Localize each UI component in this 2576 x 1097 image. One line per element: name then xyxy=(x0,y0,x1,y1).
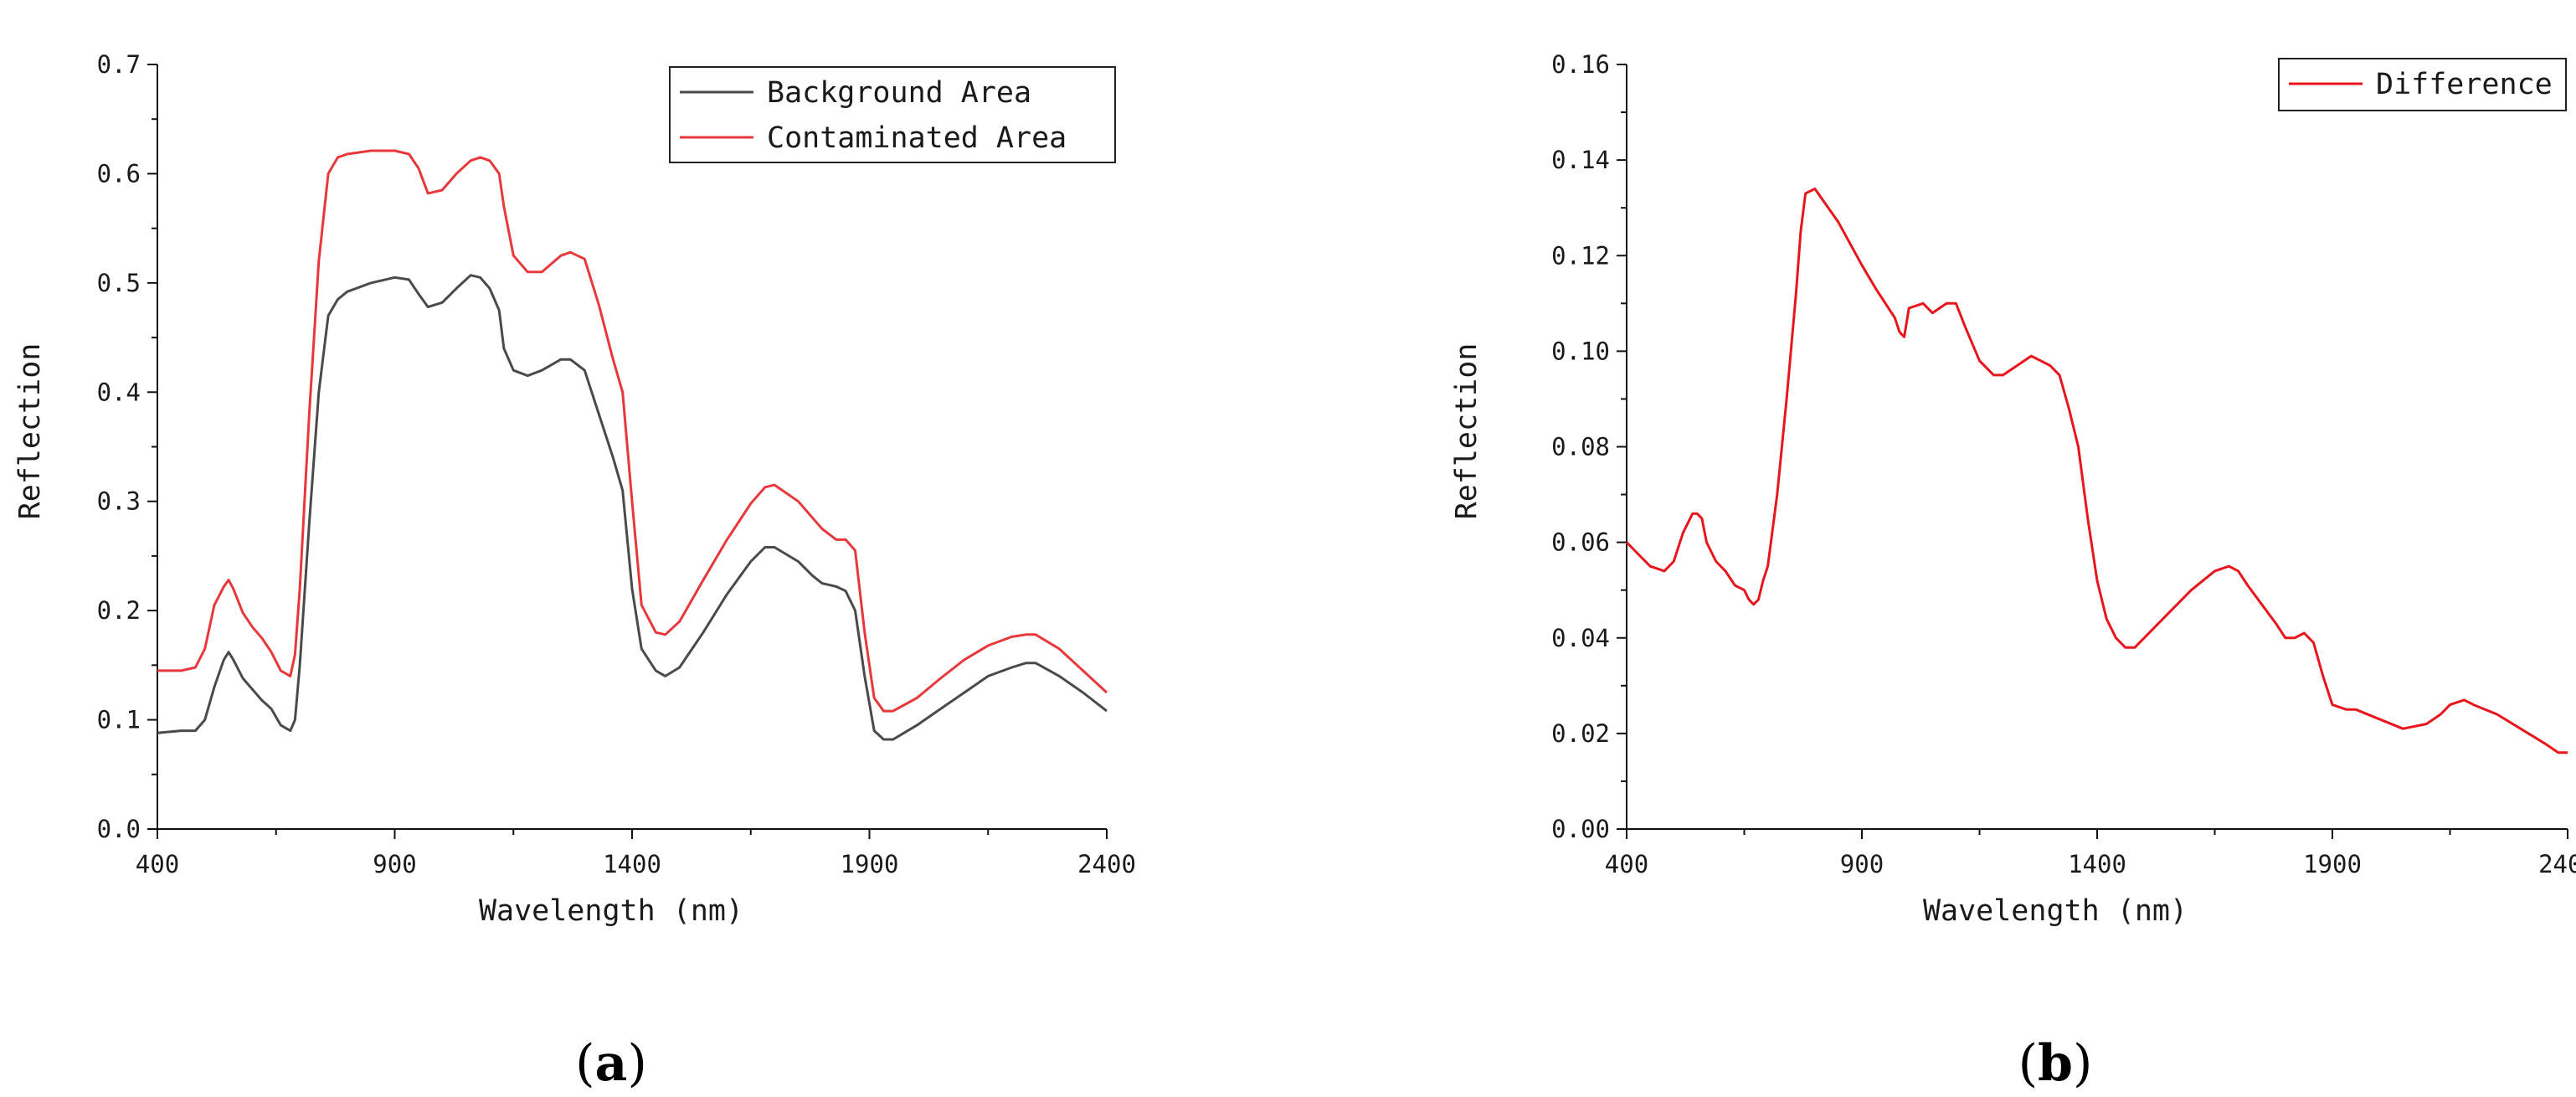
y-tick-label-a: 0.7 xyxy=(97,50,141,79)
legend-box-a xyxy=(669,66,1116,163)
legend-label-b-1: Difference xyxy=(2376,68,2553,101)
y-tick-label-b: 0.08 xyxy=(1551,433,1610,461)
x-tick-label-a: 2400 xyxy=(1077,850,1136,878)
x-axis-title-a: Wavelength (nm) xyxy=(479,894,743,928)
x-tick-label-a: 400 xyxy=(136,850,179,878)
y-tick-label-b: 0.02 xyxy=(1551,719,1610,748)
panel-label-b-letter: b xyxy=(2038,1034,2073,1093)
series-layer-a xyxy=(157,149,1108,741)
y-tick-label-b: 0.10 xyxy=(1551,337,1610,365)
y-tick-label-b: 0.00 xyxy=(1551,815,1610,843)
legend-b: Difference xyxy=(2278,58,2567,111)
x-tick-label-b: 2400 xyxy=(2538,850,2576,878)
y-tick-label-a: 0.4 xyxy=(97,378,141,406)
panel-label-b-open: ( xyxy=(2018,1034,2038,1093)
y-tick-label-a: 0.2 xyxy=(97,596,141,625)
chart-panel-b: 0.00 0.02 0.04 0.06 0.08 0.10 0.12 0.14 0.16 400 9… xyxy=(1450,50,2576,928)
x-tick-label-b: 400 xyxy=(1605,850,1648,878)
x-tick-label-a: 1400 xyxy=(603,850,661,878)
x-tick-label-b: 1900 xyxy=(2303,850,2362,878)
series-line-b-1 xyxy=(1625,187,2568,755)
axes-a: 0.0 0.1 0.2 0.3 0.4 0.5 0.6 0.7 400 900 1400 1900 24… xyxy=(97,50,1136,878)
legend-label-a-1: Background Area xyxy=(767,76,1031,110)
panel-label-a: (a) xyxy=(575,1034,647,1093)
axes-b: 0.00 0.02 0.04 0.06 0.08 0.10 0.12 0.14 0.16 400 9… xyxy=(1551,50,2576,878)
panel-label-a-letter: a xyxy=(595,1034,628,1093)
panel-label-a-open: ( xyxy=(575,1034,594,1093)
panel-label-a-close: ) xyxy=(627,1034,646,1093)
x-tick-label-a: 1900 xyxy=(841,850,899,878)
y-tick-label-a: 0.6 xyxy=(97,159,141,188)
y-tick-label-b: 0.16 xyxy=(1551,50,1610,79)
x-tick-label-b: 900 xyxy=(1840,850,1884,878)
legend-a: Background Area Contaminated Area xyxy=(669,66,1116,163)
x-axis-title-b: Wavelength (nm) xyxy=(1923,894,2188,928)
series-line-a-2 xyxy=(157,149,1108,713)
y-tick-label-a: 0.3 xyxy=(97,487,141,516)
y-tick-label-b: 0.14 xyxy=(1551,146,1610,174)
x-tick-label-b: 1400 xyxy=(2068,850,2126,878)
y-tick-label-b: 0.04 xyxy=(1551,624,1610,652)
panel-label-b: (b) xyxy=(2018,1034,2093,1093)
chart-panel-a: 0.0 0.1 0.2 0.3 0.4 0.5 0.6 0.7 400 900 1400 1900 24… xyxy=(13,50,1136,928)
y-axis-title-b: Reflection xyxy=(1450,343,1483,520)
legend-label-a-2: Contaminated Area xyxy=(767,121,1067,155)
y-tick-label-b: 0.06 xyxy=(1551,528,1610,557)
y-tick-label-a: 0.5 xyxy=(97,269,141,297)
y-axis-title-a: Reflection xyxy=(13,343,47,520)
y-tick-label-a: 0.0 xyxy=(97,815,141,843)
series-layer-b xyxy=(1625,187,2568,755)
y-tick-label-a: 0.1 xyxy=(97,706,141,734)
panel-label-b-close: ) xyxy=(2073,1034,2092,1093)
series-line-a-1 xyxy=(157,274,1108,741)
x-tick-label-a: 900 xyxy=(373,850,416,878)
y-tick-label-b: 0.12 xyxy=(1551,241,1610,270)
